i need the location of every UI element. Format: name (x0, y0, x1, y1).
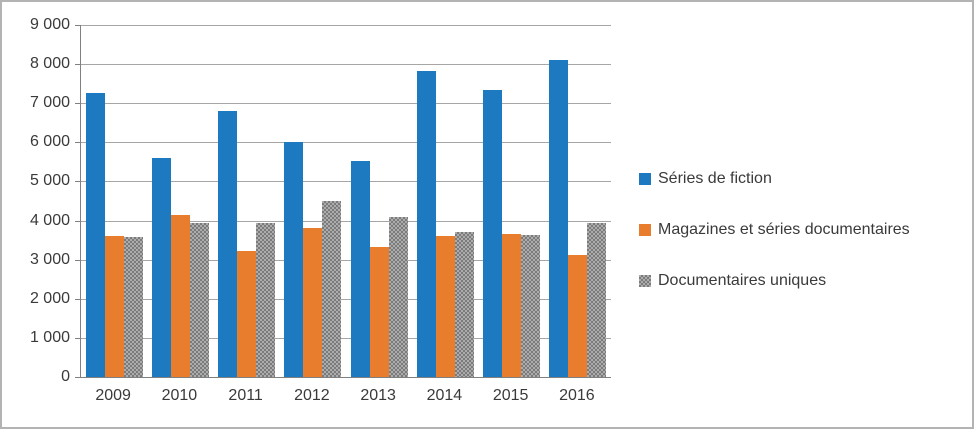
y-axis-label: 6 000 (29, 133, 70, 151)
bar (218, 111, 238, 377)
y-axis-label: 9 000 (29, 16, 70, 33)
gridline (81, 142, 611, 144)
bar (237, 251, 257, 377)
legend-label: Séries de fiction (658, 169, 772, 187)
x-axis-label: 2015 (492, 387, 529, 404)
bar-group-2011 (214, 25, 280, 377)
bar-group-2016 (545, 25, 611, 377)
y-axis-tick (75, 181, 80, 183)
legend-swatch (639, 223, 651, 236)
bar-group-2013 (346, 25, 412, 377)
bar-group-2010 (147, 25, 213, 377)
gridline (81, 220, 611, 222)
y-axis-label: 1 000 (29, 328, 70, 346)
bar (416, 71, 436, 377)
bar (170, 215, 190, 377)
chart-legend: Séries de fiction Magazines et séries doc… (639, 168, 910, 321)
y-axis-tick (75, 142, 80, 144)
legend-swatch (639, 274, 651, 287)
y-axis-tick (75, 259, 80, 261)
bar (350, 161, 370, 377)
x-axis-label: 2011 (228, 387, 263, 404)
legend-swatch (639, 172, 651, 185)
gridline (81, 181, 611, 183)
bar-group-2015 (479, 25, 545, 377)
bar-group-2012 (280, 25, 346, 377)
bar (303, 228, 323, 377)
bar (521, 235, 541, 377)
x-axis-label: 2013 (360, 387, 396, 404)
x-axis-label: 2012 (294, 387, 330, 404)
bar (549, 60, 569, 377)
legend-item: Magazines et séries documentaires (639, 219, 910, 240)
y-axis-tick (75, 377, 80, 378)
y-axis-label: 8 000 (29, 55, 70, 73)
bar (284, 142, 304, 377)
bar (568, 255, 588, 377)
plot-area (80, 25, 611, 378)
legend-label: Documentaires uniques (658, 271, 827, 289)
bar (104, 236, 124, 377)
legend-item: Séries de fiction (639, 168, 910, 189)
y-axis-tick (75, 337, 80, 339)
gridline (81, 259, 611, 261)
gridline (81, 103, 611, 105)
y-axis-tick (75, 220, 80, 222)
x-axis-label: 2014 (426, 387, 463, 404)
bar (256, 223, 276, 377)
bar (85, 93, 105, 377)
gridline (81, 25, 611, 26)
gridline (81, 298, 611, 300)
bar (454, 232, 474, 377)
bar (151, 158, 171, 377)
gridline (81, 337, 611, 339)
bar (502, 234, 522, 377)
legend-item: Documentaires uniques (639, 270, 910, 291)
y-axis-label: 2 000 (29, 289, 70, 307)
y-axis-tick (75, 25, 80, 26)
gridline (81, 64, 611, 66)
bar (322, 201, 342, 377)
y-axis-tick (75, 103, 80, 105)
bar (435, 236, 455, 377)
bar (123, 237, 143, 377)
bar-group-2014 (412, 25, 478, 377)
bar (587, 223, 607, 377)
y-axis-label: 0 (61, 368, 70, 385)
bar (388, 217, 408, 377)
bar (189, 223, 209, 377)
y-axis-label: 7 000 (29, 94, 70, 112)
legend-label: Magazines et séries documentaires (658, 220, 910, 238)
bar (369, 247, 389, 377)
bar (483, 90, 503, 377)
bar-group-2009 (81, 25, 147, 377)
y-axis-tick (75, 298, 80, 300)
x-axis-label: 2009 (95, 387, 131, 404)
y-axis-label: 4 000 (29, 211, 70, 229)
x-axis-label: 2016 (559, 387, 595, 404)
x-axis-label: 2010 (161, 387, 198, 404)
y-axis-label: 5 000 (29, 172, 70, 190)
y-axis-label: 3 000 (29, 250, 70, 268)
y-axis-tick (75, 64, 80, 66)
